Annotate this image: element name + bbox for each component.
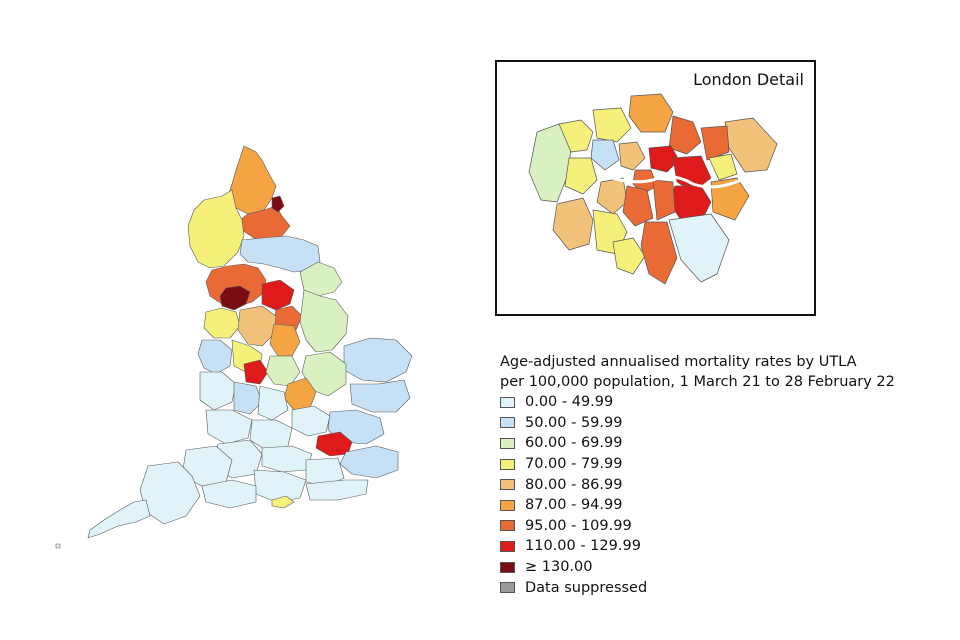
legend-swatch <box>500 540 515 552</box>
legend-item: 80.00 - 86.99 <box>500 474 940 495</box>
legend-item: 95.00 - 109.99 <box>500 516 940 537</box>
borough <box>668 115 702 155</box>
legend-item: 0.00 - 49.99 <box>500 392 940 413</box>
region-warwickshire <box>257 385 289 421</box>
region-dorset <box>201 479 257 509</box>
borough <box>628 93 674 133</box>
region-west-yorkshire <box>261 279 295 311</box>
legend-item: 50.00 - 59.99 <box>500 413 940 434</box>
legend-item: 87.00 - 94.99 <box>500 495 940 516</box>
borough <box>640 221 678 285</box>
region-hampshire <box>253 469 307 503</box>
region-kent <box>339 445 399 479</box>
legend-swatch <box>500 561 515 573</box>
region-herefordshire <box>199 371 237 411</box>
legend-item: Data suppressed <box>500 577 940 598</box>
legend-swatch <box>500 479 515 491</box>
borough <box>700 125 730 161</box>
region-gloucestershire <box>205 409 253 445</box>
borough <box>564 157 598 195</box>
borough <box>612 237 646 275</box>
region-bedfordshire <box>291 405 331 437</box>
region-cheshire <box>203 307 241 339</box>
borough <box>558 119 594 153</box>
region-berkshire <box>261 445 313 473</box>
borough <box>596 177 628 215</box>
london-inset-title: London Detail <box>693 70 804 89</box>
legend-label: 87.00 - 94.99 <box>525 497 623 514</box>
region-birmingham <box>243 359 269 385</box>
legend-swatch <box>500 520 515 532</box>
legend-label: 60.00 - 69.99 <box>525 435 623 452</box>
borough <box>668 213 730 283</box>
borough <box>590 139 620 171</box>
legend-item: 70.00 - 79.99 <box>500 454 940 475</box>
legend-swatch <box>500 582 515 594</box>
region-worcestershire <box>233 381 263 415</box>
thames-river <box>596 170 746 189</box>
legend-label: 70.00 - 79.99 <box>525 456 623 473</box>
borough <box>710 177 750 221</box>
borough <box>648 145 680 173</box>
legend-label: ≥ 130.00 <box>525 559 593 576</box>
region-lincolnshire <box>299 289 349 353</box>
borough <box>618 141 646 171</box>
legend-item: 110.00 - 129.99 <box>500 536 940 557</box>
legend-title-line1: Age-adjusted annualised mortality rates … <box>500 354 857 370</box>
borough <box>622 185 654 227</box>
region-shropshire <box>197 339 233 375</box>
legend-item: ≥ 130.00 <box>500 557 940 578</box>
region-sunderland <box>271 195 285 213</box>
legend-label: 110.00 - 129.99 <box>525 538 641 555</box>
borough <box>592 107 632 143</box>
legend-swatch <box>500 437 515 449</box>
borough <box>652 179 676 221</box>
region-suffolk <box>349 379 411 413</box>
legend-label: 95.00 - 109.99 <box>525 517 632 534</box>
region-norfolk <box>343 337 413 383</box>
legend-swatch <box>500 499 515 511</box>
legend-label: Data suppressed <box>525 579 648 596</box>
legend-swatch <box>500 458 515 470</box>
region-devon <box>139 461 201 525</box>
legend-item: 60.00 - 69.99 <box>500 433 940 454</box>
borough <box>708 153 738 181</box>
region-isle-of-wight <box>271 495 295 509</box>
region-scilly <box>55 543 61 549</box>
london-map <box>528 93 778 285</box>
legend-swatch <box>500 396 515 408</box>
region-cumbria <box>187 189 245 269</box>
map-legend: Age-adjusted annualised mortality rates … <box>500 352 940 598</box>
legend-items: 0.00 - 49.99 50.00 - 59.99 60.00 - 69.99 70… <box>500 392 940 598</box>
legend-swatch <box>500 417 515 429</box>
legend-label: 0.00 - 49.99 <box>525 394 614 411</box>
legend-label: 50.00 - 59.99 <box>525 414 623 431</box>
region-cambridgeshire <box>301 351 347 397</box>
region-cornwall <box>87 499 151 539</box>
legend-label: 80.00 - 86.99 <box>525 476 623 493</box>
region-oxfordshire <box>249 419 293 451</box>
london-inset: London Detail <box>495 60 816 316</box>
region-sussex <box>305 479 369 501</box>
region-manchester <box>219 285 251 311</box>
region-derbyshire <box>237 305 277 347</box>
legend-title-line2: per 100,000 population, 1 March 21 to 28… <box>500 374 895 390</box>
borough <box>552 197 594 251</box>
